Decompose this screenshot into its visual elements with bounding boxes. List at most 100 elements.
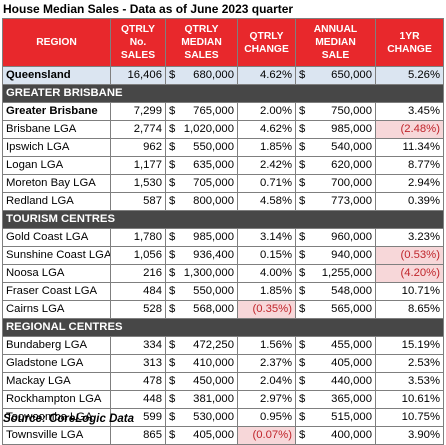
qtrly-change-cell: 1.85% — [237, 138, 296, 157]
amount-value: 765,000 — [193, 105, 234, 117]
table-header-row: REGION QTRLY No. SALES QTRLY MEDIAN SALES QTRLY… — [2, 18, 444, 67]
qtrly-sales-cell: 1,056 — [110, 246, 166, 265]
currency-symbol: $ — [299, 177, 306, 189]
qtrly-change-cell: 2.42% — [237, 156, 296, 175]
qtrly-change-cell: 4.58% — [237, 192, 296, 211]
annual-median-cell: $540,000 — [295, 138, 376, 157]
qtrly-median-cell: $635,000 — [165, 156, 238, 175]
table-row: Ipswich LGA 962 $550,000 1.85% $540,000 11.34… — [2, 138, 444, 157]
qtrly-median-cell: $1,020,000 — [165, 120, 238, 139]
qtrly-median-cell: $381,000 — [165, 390, 238, 409]
amount-value: 650,000 — [331, 69, 372, 81]
one-year-change-cell: 10.61% — [375, 390, 444, 409]
currency-symbol: $ — [299, 69, 306, 81]
table-row: Moreton Bay LGA 1,530 $705,000 0.71% $700,00… — [2, 174, 444, 193]
currency-symbol: $ — [169, 375, 176, 387]
table-row: Gold Coast LGA 1,780 $985,000 3.14% $960,000… — [2, 228, 444, 247]
region-cell: Brisbane LGA — [2, 120, 111, 139]
header-label-line: SALES — [184, 50, 219, 61]
one-year-change-cell: 3.53% — [375, 372, 444, 391]
table-row: Noosa LGA 216 $1,300,000 4.00% $1,255,000 (4.… — [2, 264, 444, 283]
annual-median-cell: $940,000 — [295, 246, 376, 265]
currency-symbol: $ — [169, 429, 176, 441]
qtrly-change-cell: 2.00% — [237, 102, 296, 121]
qtrly-median-cell: $985,000 — [165, 228, 238, 247]
table-row: Brisbane LGA 2,774 $1,020,000 4.62% $985,000… — [2, 120, 444, 139]
header-label-line: ANNUAL — [313, 24, 358, 35]
section-header-row: REGIONAL CENTRES — [2, 318, 444, 337]
amount-value: 800,000 — [193, 195, 234, 207]
currency-symbol: $ — [169, 285, 176, 297]
qtrly-median-cell: $472,250 — [165, 336, 238, 355]
qtrly-sales-cell: 334 — [110, 336, 166, 355]
qtrly-median-cell: $765,000 — [165, 102, 238, 121]
table-row: Rockhampton LGA 448 $381,000 2.97% $365,000 1… — [2, 390, 444, 409]
qtrly-median-cell: $550,000 — [165, 282, 238, 301]
currency-symbol: $ — [169, 159, 176, 171]
region-cell: Logan LGA — [2, 156, 111, 175]
currency-symbol: $ — [299, 195, 306, 207]
qtrly-median-cell: $705,000 — [165, 174, 238, 193]
amount-value: 773,000 — [331, 195, 372, 207]
currency-symbol: $ — [299, 375, 306, 387]
currency-symbol: $ — [299, 231, 306, 243]
qtrly-sales-cell: 484 — [110, 282, 166, 301]
amount-value: 405,000 — [193, 429, 234, 441]
one-year-change-cell: 15.19% — [375, 336, 444, 355]
annual-median-header: ANNUAL MEDIAN SALE — [295, 18, 376, 67]
table-row: Redland LGA 587 $800,000 4.58% $773,000 0.39% — [2, 192, 444, 211]
amount-value: 680,000 — [193, 69, 234, 81]
amount-value: 455,000 — [331, 339, 372, 351]
region-cell: Sunshine Coast LGA — [2, 246, 111, 265]
amount-value: 540,000 — [331, 141, 372, 153]
qtrly-change-cell: (0.35%) — [237, 300, 296, 319]
table-row: Bundaberg LGA 334 $472,250 1.56% $455,000 15.… — [2, 336, 444, 355]
amount-value: 568,000 — [193, 303, 234, 315]
qtrly-median-cell: $530,000 — [165, 408, 238, 427]
qtrly-sales-cell: 478 — [110, 372, 166, 391]
qtrly-median-cell: $405,000 — [165, 426, 238, 445]
amount-value: 635,000 — [193, 159, 234, 171]
table-row: Gladstone LGA 313 $410,000 2.37% $405,000 2.5… — [2, 354, 444, 373]
header-label-line: MEDIAN — [181, 37, 222, 48]
amount-value: 550,000 — [193, 141, 234, 153]
annual-median-cell: $440,000 — [295, 372, 376, 391]
currency-symbol: $ — [169, 69, 176, 81]
region-cell: Townsville LGA — [2, 426, 111, 445]
currency-symbol: $ — [169, 357, 176, 369]
qtrly-change-cell: 3.14% — [237, 228, 296, 247]
currency-symbol: $ — [299, 141, 306, 153]
annual-median-cell: $773,000 — [295, 192, 376, 211]
amount-value: 1,020,000 — [183, 123, 234, 135]
currency-symbol: $ — [169, 303, 176, 315]
table-row: Townsville LGA 865 $405,000 (0.07%) $400,000… — [2, 426, 444, 445]
table-row: Mackay LGA 478 $450,000 2.04% $440,000 3.53% — [2, 372, 444, 391]
sales-table: REGION QTRLY No. SALES QTRLY MEDIAN SALES QTRLY… — [2, 18, 444, 445]
qtrly-change-cell: 2.97% — [237, 390, 296, 409]
header-label-line: QTRLY — [121, 24, 155, 35]
one-year-change-cell: 0.39% — [375, 192, 444, 211]
currency-symbol: $ — [299, 159, 306, 171]
qtrly-sales-cell: 216 — [110, 264, 166, 283]
qtrly-sales-cell: 2,774 — [110, 120, 166, 139]
annual-median-cell: $455,000 — [295, 336, 376, 355]
amount-value: 700,000 — [331, 177, 372, 189]
qtrly-sales-cell: 1,530 — [110, 174, 166, 193]
header-label-line: QTRLY — [184, 24, 219, 35]
amount-value: 472,250 — [193, 339, 234, 351]
one-year-change-cell: 5.26% — [375, 66, 444, 85]
currency-symbol: $ — [169, 195, 176, 207]
currency-symbol: $ — [169, 141, 176, 153]
currency-symbol: $ — [299, 105, 306, 117]
amount-value: 365,000 — [331, 393, 372, 405]
header-label-line: 1YR — [399, 30, 420, 42]
amount-value: 1,255,000 — [321, 267, 372, 279]
amount-value: 548,000 — [331, 285, 372, 297]
region-cell: Bundaberg LGA — [2, 336, 111, 355]
header-label-line: CHANGE — [387, 43, 432, 55]
amount-value: 405,000 — [331, 357, 372, 369]
currency-symbol: $ — [299, 411, 306, 423]
amount-value: 381,000 — [193, 393, 234, 405]
qtrly-change-cell: 4.62% — [237, 66, 296, 85]
